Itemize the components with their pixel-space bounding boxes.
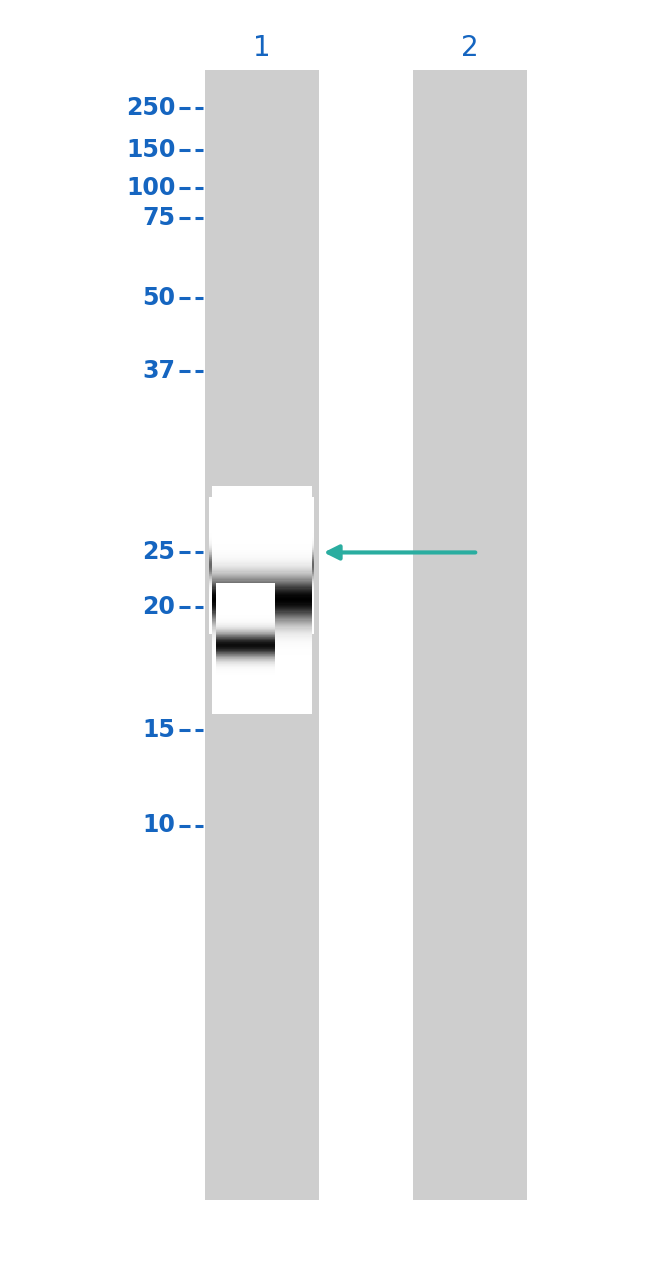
Text: 150: 150 <box>126 138 176 161</box>
Text: 25: 25 <box>142 541 176 564</box>
Text: 250: 250 <box>126 97 176 119</box>
Text: 10: 10 <box>142 814 176 837</box>
Text: 75: 75 <box>142 207 176 230</box>
Text: 100: 100 <box>126 177 176 199</box>
Text: 20: 20 <box>142 596 176 618</box>
Bar <box>413 70 526 1200</box>
Text: 2: 2 <box>461 34 478 62</box>
Text: 1: 1 <box>253 34 270 62</box>
Text: 15: 15 <box>142 719 176 742</box>
Text: 37: 37 <box>142 359 176 382</box>
Text: 50: 50 <box>142 287 176 310</box>
Bar <box>205 70 318 1200</box>
